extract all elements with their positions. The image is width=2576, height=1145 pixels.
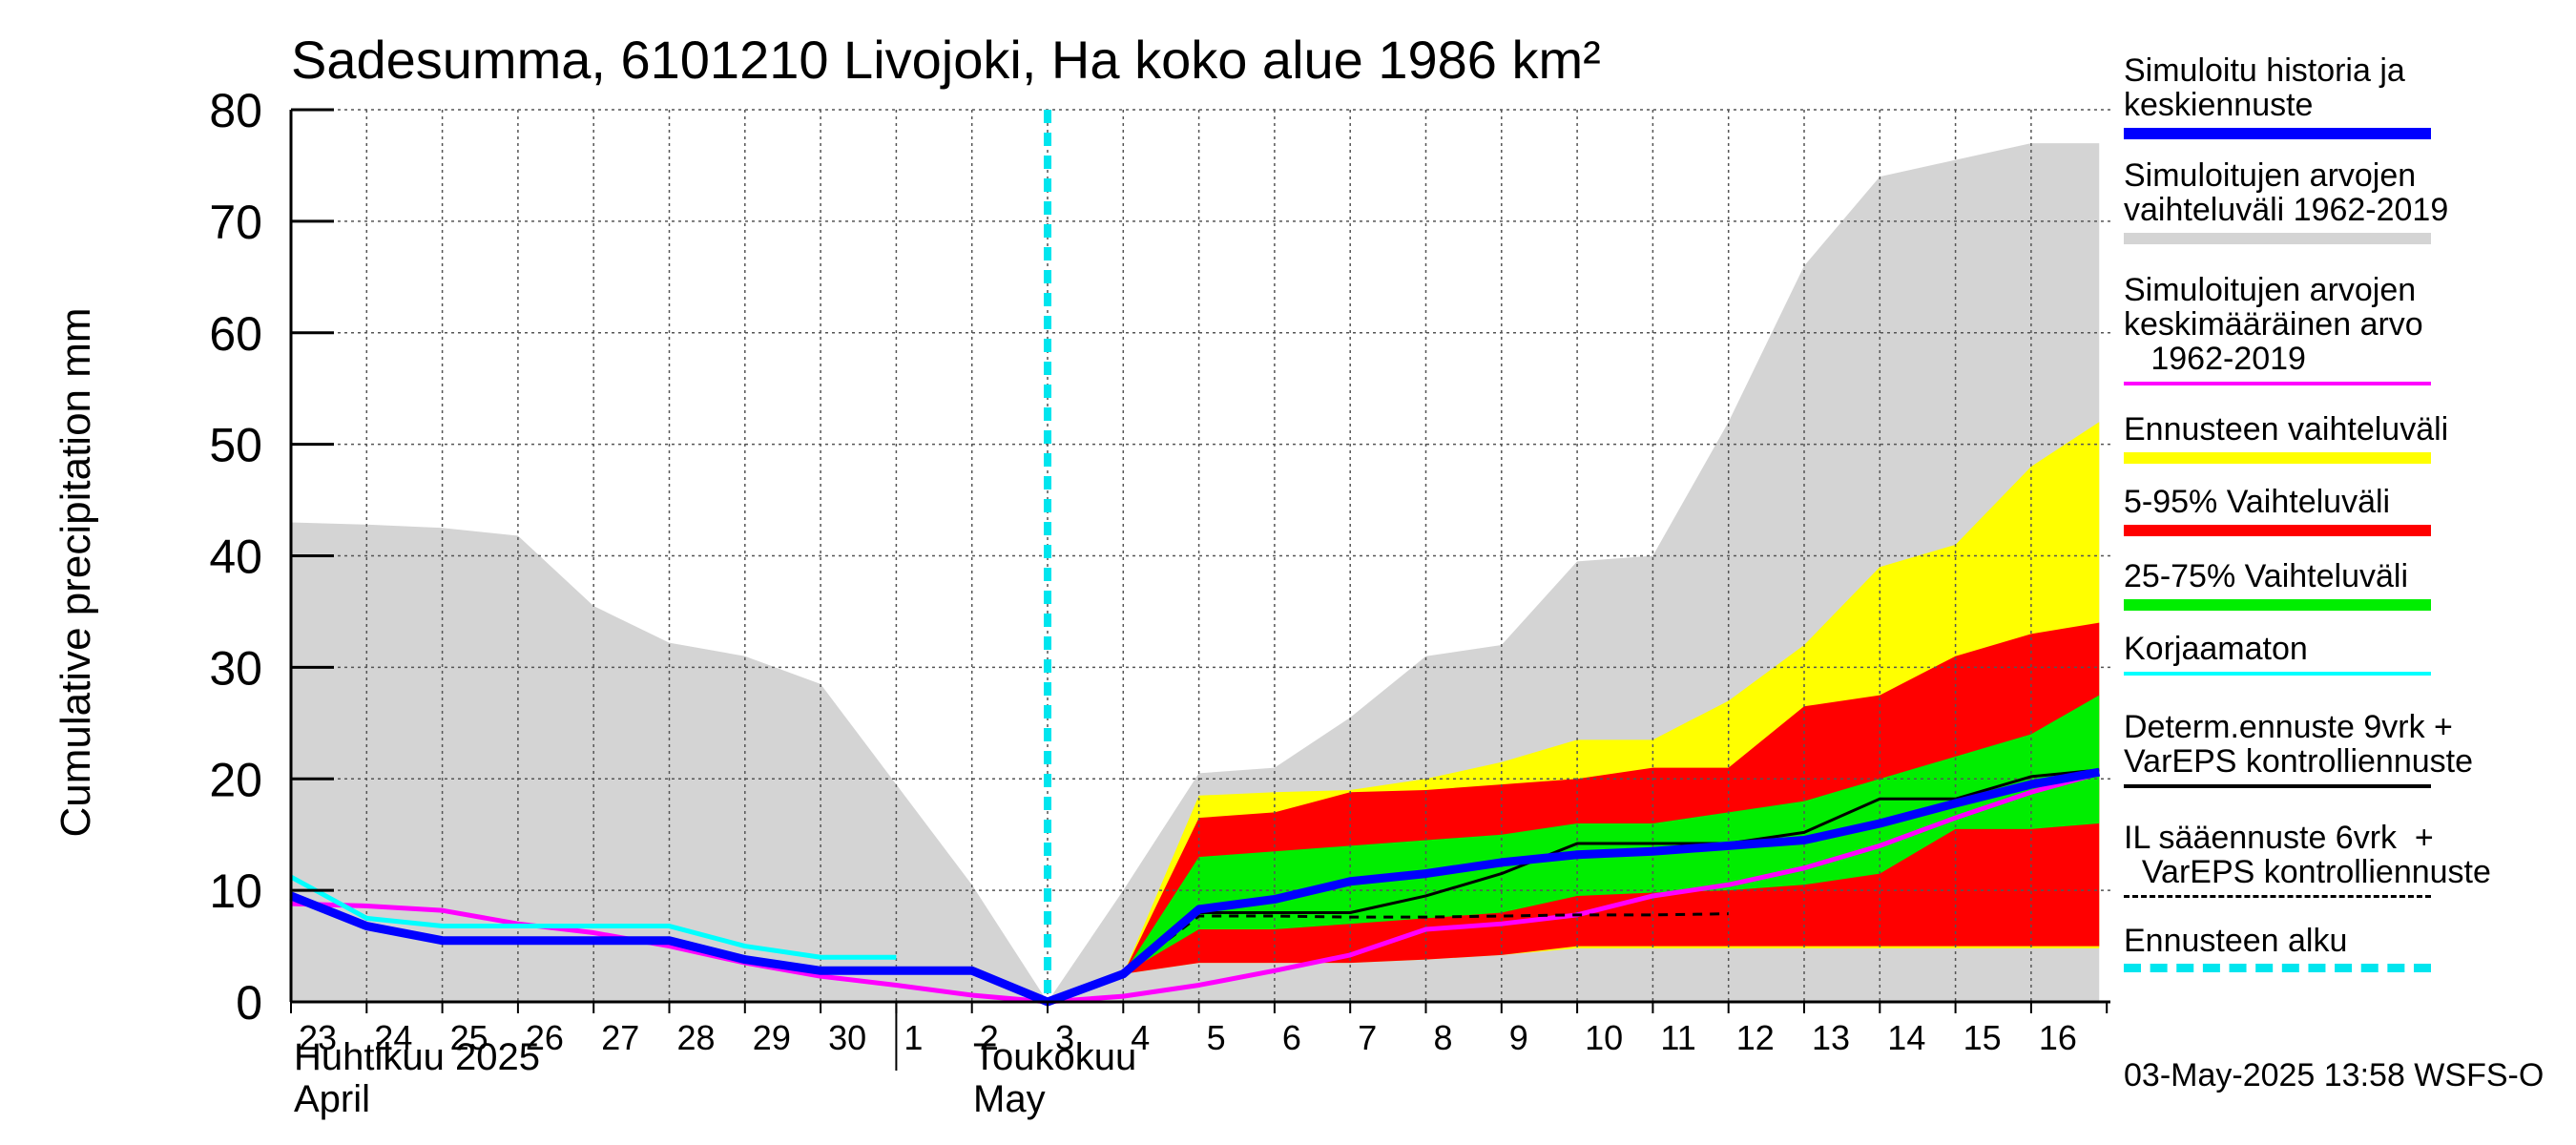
series-line-8 — [289, 767, 2101, 1007]
x-tick-label-21: 14 — [1887, 1018, 1925, 1057]
legend-item-3: Ennusteen vaihteluväli — [2124, 411, 2576, 464]
y-tick-label-60: 60 — [209, 307, 262, 361]
legend-swatch — [2124, 964, 2431, 972]
legend-swatch — [2124, 233, 2431, 244]
legend-swatch — [2124, 672, 2431, 676]
x-tick-label-19: 12 — [1736, 1018, 1775, 1057]
legend-item-label: Ennusteen vaihteluväli — [2124, 411, 2449, 448]
y-tick-label-80: 80 — [209, 84, 262, 137]
y-tick-label-70: 70 — [209, 196, 262, 249]
chart-grid — [291, 109, 2110, 1003]
x-tick-label-16: 9 — [1509, 1018, 1528, 1057]
legend-swatch — [2124, 784, 2431, 788]
x-tick-label-4: 27 — [601, 1018, 639, 1057]
footer-timestamp: 03-May-2025 13:58 WSFS-O — [2124, 1057, 2545, 1093]
y-tick-label-50: 50 — [209, 419, 262, 472]
x-tick-label-18: 11 — [1660, 1018, 1695, 1057]
x-tick-label-6: 29 — [753, 1018, 791, 1057]
chart-lines — [289, 110, 2101, 1007]
legend-item-0: Simuloitu historia ja keskiennuste — [2124, 52, 2576, 139]
legend-item-label: Simuloitujen arvojen vaihteluväli 1962-2… — [2124, 157, 2449, 228]
x-tick-label-11: 4 — [1131, 1018, 1150, 1057]
legend-item-label: 5-95% Vaihteluväli — [2124, 484, 2391, 520]
x-tick-label-14: 7 — [1358, 1018, 1377, 1057]
month-label-may-line2: May — [973, 1078, 1046, 1120]
legend-item-label: Ennusteen alku — [2124, 923, 2348, 959]
x-tick-label-3: 26 — [526, 1018, 564, 1057]
chart-legend: Simuloitu historia ja keskiennuste Simulo… — [2124, 0, 2576, 1145]
y-tick-label-10: 10 — [209, 864, 262, 918]
x-tick-label-23: 16 — [2039, 1018, 2077, 1057]
x-tick-label-22: 15 — [1963, 1018, 2002, 1057]
legend-item-7: Determ.ennuste 9vrk + VarEPS kontrollien… — [2124, 709, 2576, 788]
legend-item-8: IL sääennuste 6vrk + VarEPS kontrollienn… — [2124, 820, 2576, 898]
x-tick-label-13: 6 — [1282, 1018, 1301, 1057]
legend-item-5: 25-75% Vaihteluväli — [2124, 558, 2576, 611]
chart-bands — [291, 143, 2100, 1002]
x-tick-label-8: 1 — [904, 1018, 923, 1057]
x-tick-label-5: 28 — [677, 1018, 716, 1057]
legend-item-label: 25-75% Vaihteluväli — [2124, 558, 2408, 594]
x-tick-label-7: 30 — [828, 1018, 866, 1057]
x-tick-label-12: 5 — [1207, 1018, 1226, 1057]
legend-item-label: Determ.ennuste 9vrk + VarEPS kontrollien… — [2124, 709, 2474, 780]
legend-swatch — [2124, 525, 2431, 536]
x-tick-label-9: 2 — [980, 1018, 999, 1057]
legend-item-label: Simuloitu historia ja keskiennuste — [2124, 52, 2405, 123]
x-tick-label-2: 25 — [450, 1018, 488, 1057]
month-label-april-line2: April — [294, 1078, 371, 1120]
legend-swatch — [2124, 128, 2431, 139]
legend-swatch — [2124, 599, 2431, 611]
chart-title: Sadesumma, 6101210 Livojoki, Ha koko alu… — [291, 30, 1601, 90]
band-3 — [1048, 695, 2100, 1002]
legend-item-4: 5-95% Vaihteluväli — [2124, 484, 2576, 536]
chart-axes — [289, 108, 2110, 1071]
legend-swatch — [2124, 382, 2431, 385]
legend-item-label: Korjaamaton — [2124, 631, 2308, 667]
legend-item-9: Ennusteen alku — [2124, 923, 2576, 972]
series-line-6 — [1047, 768, 2100, 1004]
y-tick-label-40: 40 — [209, 531, 262, 584]
legend-item-1: Simuloitujen arvojen vaihteluväli 1962-2… — [2124, 157, 2576, 244]
y-axis-label: Cumulative precipitation mm — [52, 307, 99, 838]
month-label-april-line1: Huhtikuu 2025 — [294, 1036, 540, 1078]
x-tick-label-17: 10 — [1585, 1018, 1623, 1057]
legend-swatch — [2124, 895, 2431, 898]
x-tick-label-0: 23 — [299, 1018, 337, 1057]
y-tick-label-0: 0 — [236, 976, 262, 1030]
series-line-5 — [289, 874, 897, 960]
legend-swatch — [2124, 452, 2431, 464]
legend-item-6: Korjaamaton — [2124, 631, 2576, 676]
legend-item-label: IL sääennuste 6vrk + VarEPS kontrollienn… — [2124, 820, 2491, 890]
x-tick-label-20: 13 — [1812, 1018, 1850, 1057]
y-tick-label-30: 30 — [209, 641, 262, 695]
series-line-4 — [290, 770, 2100, 1005]
legend-item-label: Simuloitujen arvojen keskimääräinen arvo… — [2124, 272, 2423, 377]
x-tick-label-15: 8 — [1434, 1018, 1453, 1057]
month-label-may-line1: Toukokuu — [973, 1036, 1137, 1078]
x-tick-label-1: 24 — [374, 1018, 412, 1057]
x-tick-label-10: 3 — [1055, 1018, 1074, 1057]
y-tick-label-20: 20 — [209, 753, 262, 806]
legend-item-2: Simuloitujen arvojen keskimääräinen arvo… — [2124, 272, 2576, 385]
